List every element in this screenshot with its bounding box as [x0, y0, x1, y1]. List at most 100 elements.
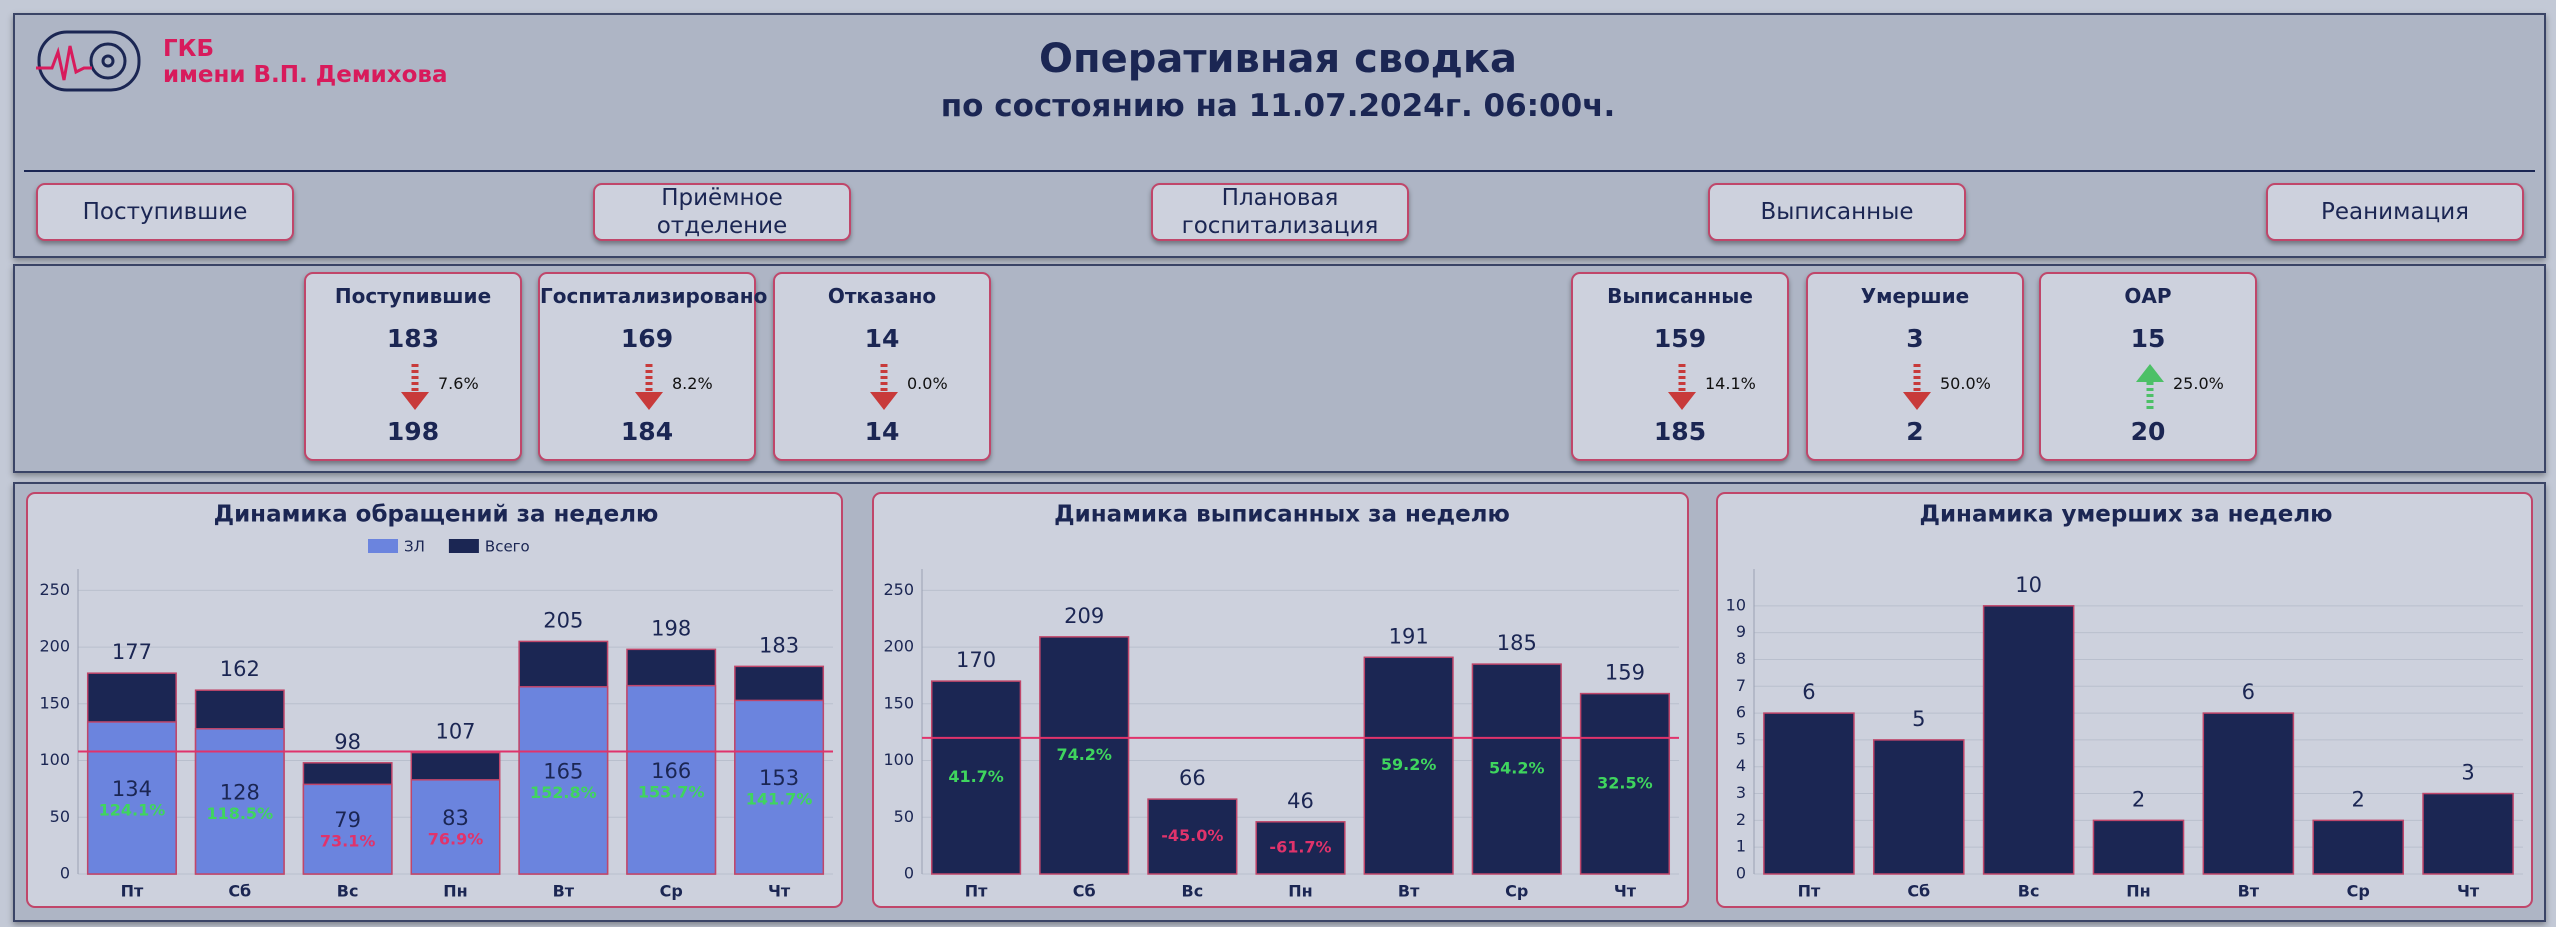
trend-arrow — [870, 364, 898, 410]
y-tick-label: 5 — [1736, 729, 1746, 748]
deviation-label: 32.5% — [1597, 773, 1653, 792]
y-tick-label: 3 — [1736, 783, 1746, 802]
y-tick-label: 200 — [883, 637, 914, 656]
x-tick-label: Ср — [1505, 882, 1528, 901]
deviation-label: 41.7% — [948, 767, 1004, 786]
deviation-label: 152.8% — [530, 783, 597, 802]
value-label: 198 — [651, 616, 691, 640]
arrow-head — [635, 392, 663, 410]
y-tick-label: 4 — [1736, 756, 1746, 775]
bar — [518, 686, 609, 875]
kpi-card: ОАР 15 25.0% 20 — [2039, 272, 2257, 461]
kpi-change: 8.2% — [672, 374, 713, 393]
x-tick-label: Пт — [1798, 882, 1821, 901]
y-tick-label: 1 — [1736, 837, 1746, 856]
bar — [1471, 663, 1562, 875]
page-subtitle: по состоянию на 11.07.2024г. 06:00ч. — [940, 88, 1616, 124]
nav-button[interactable]: Реанимация — [2266, 183, 2524, 241]
deviation-label: -45.0% — [1161, 826, 1223, 845]
x-tick-label: Чт — [1614, 882, 1637, 901]
trend-arrow — [1668, 364, 1696, 410]
bar — [1147, 798, 1238, 875]
kpi-title: Поступившие — [334, 284, 492, 308]
y-tick-label: 0 — [904, 864, 914, 883]
value-label: 83 — [442, 806, 469, 830]
trend-arrow — [635, 364, 663, 410]
value-label: 185 — [1497, 631, 1537, 655]
x-tick-label: Ср — [660, 882, 683, 901]
bar — [302, 783, 393, 875]
deviation-label: 73.1% — [320, 832, 376, 851]
x-tick-label: Вс — [337, 882, 359, 901]
deviation-label: -61.7% — [1269, 837, 1331, 856]
value-label: 5 — [1912, 707, 1925, 731]
nav-button[interactable]: Поступившие — [36, 183, 294, 241]
arrow-head — [870, 392, 898, 410]
deviation-label: 74.2% — [1056, 745, 1112, 764]
divider — [24, 170, 2535, 172]
x-tick-label: Вт — [2238, 882, 2260, 901]
value-label: 162 — [220, 657, 260, 681]
y-tick-label: 150 — [883, 693, 914, 712]
chart-title: Динамика умерших за неделю — [1919, 502, 2332, 528]
deviation-label: 141.7% — [746, 790, 813, 809]
nav-button[interactable]: Приёмное отделение — [593, 183, 851, 241]
value-label: 128 — [220, 780, 260, 804]
value-label: 159 — [1605, 661, 1645, 685]
nav-button[interactable]: Выписанные — [1708, 183, 1966, 241]
bar — [1039, 636, 1130, 875]
x-tick-label: Чт — [768, 882, 791, 901]
kpi-title: Отказано — [827, 284, 937, 308]
bar — [626, 684, 717, 875]
kpi-title: ОАР — [2124, 284, 2172, 308]
kpi-current: 159 — [1653, 324, 1707, 353]
kpi-change: 25.0% — [2173, 374, 2224, 393]
x-tick-label: Пн — [1288, 882, 1312, 901]
bar — [1982, 605, 2075, 875]
kpi-current: 183 — [386, 324, 440, 353]
y-tick-label: 250 — [39, 580, 70, 599]
deviation-label: 153.7% — [638, 782, 705, 801]
logo — [36, 30, 141, 92]
value-label: 2 — [2352, 787, 2365, 811]
bar — [2422, 792, 2514, 875]
kpi-card: Отказано 14 0.0% 14 — [773, 272, 991, 461]
x-tick-label: Сб — [1907, 882, 1930, 901]
bar — [1763, 712, 1855, 875]
x-tick-label: Вс — [1182, 882, 1204, 901]
y-tick-label: 10 — [1726, 595, 1746, 614]
page-title: Оперативная сводка — [1038, 36, 1518, 82]
bar — [1363, 656, 1454, 875]
value-label: 209 — [1064, 604, 1104, 628]
deviation-label: 124.1% — [99, 800, 166, 819]
bar — [2202, 712, 2295, 875]
bar — [930, 680, 1022, 875]
kpi-current: 169 — [620, 324, 674, 353]
nav-button[interactable]: Плановая госпитализация — [1151, 183, 1409, 241]
chart: Динамика выписанных за неделю 0 50 100 150 20… — [872, 492, 1689, 908]
kpi-change: 7.6% — [438, 374, 479, 393]
chart-title: Динамика обращений за неделю — [214, 502, 659, 528]
chart-title: Динамика выписанных за неделю — [1054, 502, 1510, 528]
legend-swatch — [368, 539, 398, 553]
value-label: 165 — [543, 759, 583, 783]
kpi-previous: 198 — [386, 417, 440, 446]
value-label: 3 — [2461, 761, 2474, 785]
kpi-previous: 20 — [2130, 417, 2166, 446]
kpi-title: Выписанные — [1607, 284, 1753, 308]
bar — [410, 779, 501, 875]
kpi-previous: 185 — [1653, 417, 1707, 446]
kpi-change: 0.0% — [907, 374, 948, 393]
value-label: 107 — [435, 720, 475, 744]
bar — [1872, 739, 1965, 875]
chart: Динамика умерших за неделю 0 1 2 3 4 5 6 7 8 9 10 Пт… — [1716, 492, 2533, 908]
y-tick-label: 150 — [39, 693, 70, 712]
value-label: 98 — [334, 730, 361, 754]
trend-arrow — [401, 364, 429, 410]
legend-label: Всего — [485, 538, 530, 556]
y-tick-label: 100 — [39, 750, 70, 769]
value-label: 10 — [2015, 573, 2042, 597]
value-label: 183 — [759, 633, 799, 657]
